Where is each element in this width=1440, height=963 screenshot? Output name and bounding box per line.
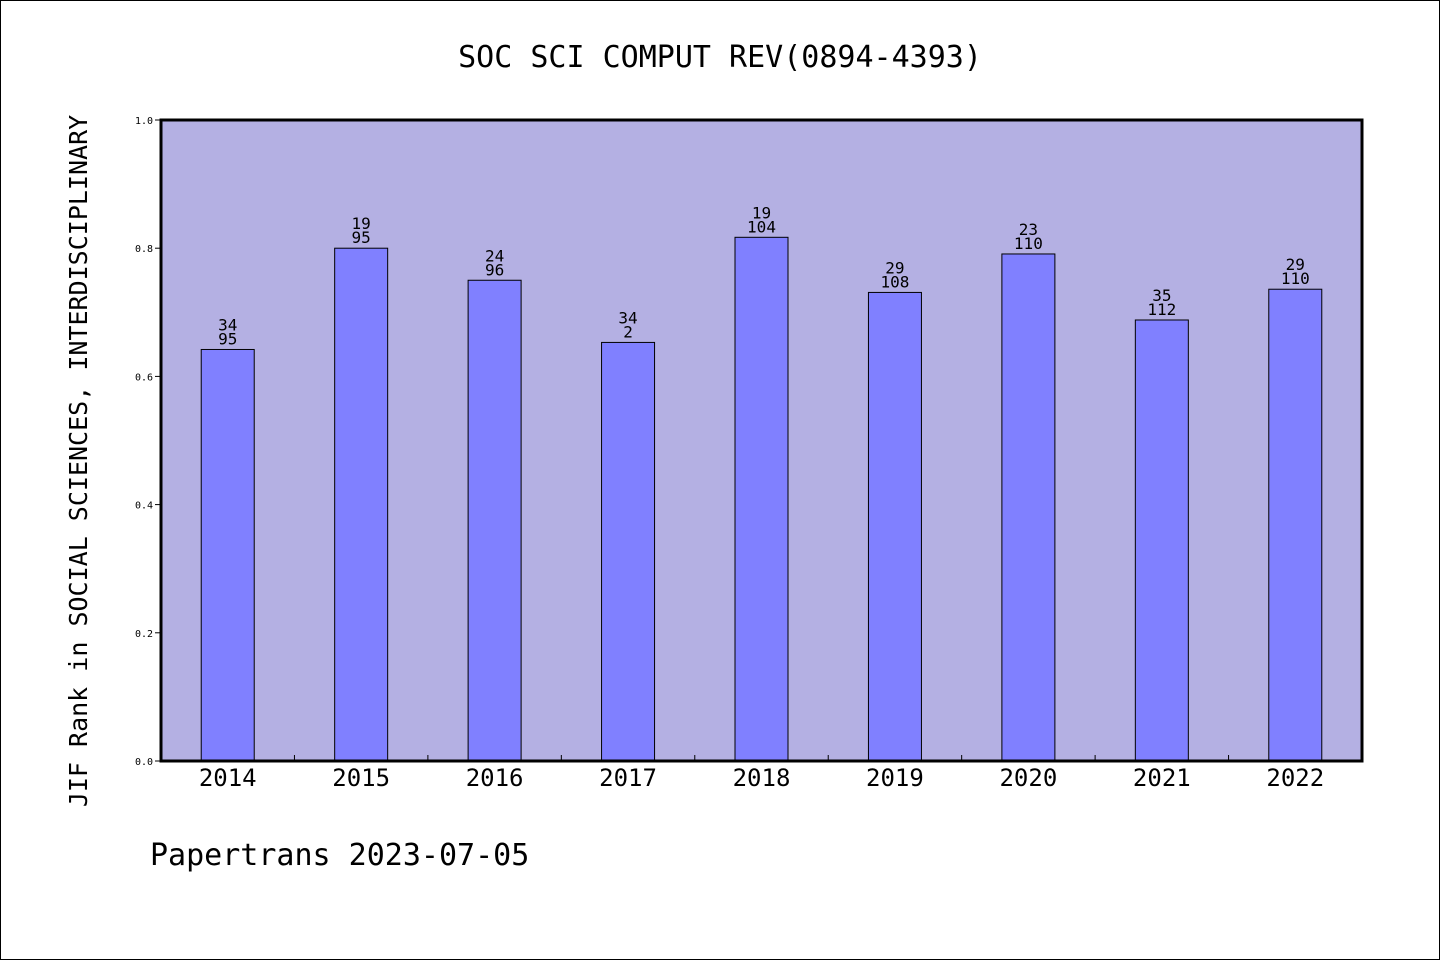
bar-2021	[1134, 319, 1189, 762]
x-ticks-layer: 2014 2015 2016 2017 2018 2019 2020 2021 2022	[199, 755, 1324, 792]
y-ticks-layer: 0.0 0.2 0.4 0.6 0.8 1.0	[135, 116, 161, 768]
bar-2022	[1268, 288, 1323, 762]
y-tick-label-1.0: 1.0	[135, 116, 153, 127]
x-tick-label-2020: 2020	[999, 764, 1057, 792]
bar-total-label-2020: 110	[1014, 234, 1043, 253]
bar-rank-label-2017: 34	[618, 308, 637, 327]
x-tick-label-2015: 2015	[332, 764, 390, 792]
bar-total-label-2021: 112	[1147, 300, 1176, 319]
bar-rank-label-2020: 23	[1019, 220, 1038, 239]
bar-total-label-2016: 96	[485, 260, 504, 279]
bar-2019	[867, 291, 922, 762]
bar-rank-label-2015: 19	[352, 214, 371, 233]
y-tick-label-0.4: 0.4	[135, 501, 153, 512]
bar-2017	[601, 341, 656, 762]
bar-total-label-2018: 104	[747, 217, 776, 236]
x-tick-label-2017: 2017	[599, 764, 657, 792]
x-tick-label-2018: 2018	[733, 764, 791, 792]
bar-2015	[334, 247, 389, 762]
bar-total-label-2015: 95	[352, 228, 371, 247]
bar-2014	[200, 348, 255, 762]
bar-2020	[1001, 253, 1056, 762]
bar-2018	[734, 236, 789, 762]
bar-rank-label-2019: 29	[885, 258, 904, 277]
bar-rank-label-2022: 29	[1286, 255, 1305, 274]
bar-total-label-2019: 108	[880, 272, 909, 291]
x-tick-label-2019: 2019	[866, 764, 924, 792]
x-tick-label-2014: 2014	[199, 764, 257, 792]
y-tick-label-0.2: 0.2	[135, 629, 153, 640]
chart-title: SOC SCI COMPUT REV(0894-4393)	[458, 40, 982, 75]
bar-rank-label-2021: 35	[1152, 286, 1171, 305]
bar-rank-label-2014: 34	[218, 315, 237, 334]
plot-border	[159, 118, 1364, 763]
bar-rank-label-2018: 19	[752, 203, 771, 222]
x-tick-label-2021: 2021	[1133, 764, 1191, 792]
bar-total-label-2014: 95	[218, 329, 237, 348]
bar-rank-label-2016: 24	[485, 246, 504, 265]
y-tick-label-0.0: 0.0	[135, 757, 153, 768]
y-tick-label-0.6: 0.6	[135, 372, 153, 383]
x-tick-label-2022: 2022	[1266, 764, 1324, 792]
bar-2016	[467, 279, 522, 762]
bar-total-label-2022: 110	[1281, 269, 1310, 288]
y-axis-label: JIF Rank in SOCIAL SCIENCES, INTERDISCIP…	[64, 115, 93, 807]
footer-text: Papertrans 2023-07-05	[150, 838, 529, 873]
x-tick-label-2016: 2016	[466, 764, 524, 792]
bar-total-label-2017: 2	[623, 322, 633, 341]
y-tick-label-0.8: 0.8	[135, 244, 153, 255]
